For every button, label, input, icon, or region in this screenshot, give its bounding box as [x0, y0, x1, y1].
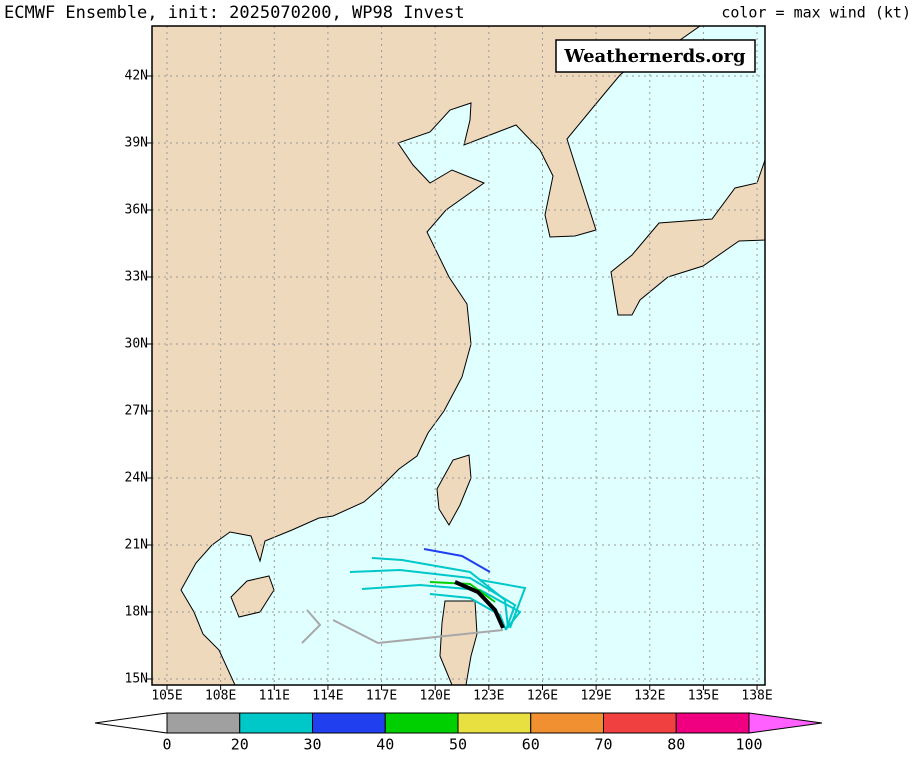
japan — [610, 159, 766, 316]
lat-label: 30N — [125, 337, 148, 352]
map-frame — [151, 25, 766, 686]
colorbar-label: 30 — [303, 736, 321, 754]
colorbar-left-arrow — [94, 712, 168, 734]
lon-label: 123E — [473, 689, 504, 704]
lon-label: 120E — [420, 689, 451, 704]
lat-label: 15N — [125, 672, 148, 687]
track — [423, 548, 491, 573]
watermark: Weathernerds.org — [563, 46, 746, 67]
lon-label: 108E — [205, 689, 236, 704]
track — [429, 581, 496, 603]
colorbar-label: 0 — [162, 736, 171, 754]
colorbar-segment — [457, 712, 532, 734]
colorbar-segment — [530, 712, 604, 734]
lat-label: 36N — [125, 203, 148, 218]
colorbar-segment — [675, 712, 750, 734]
mainland — [151, 25, 702, 686]
lon-label: 126E — [527, 689, 558, 704]
colorbar-label: 100 — [735, 736, 762, 754]
colorbar-label: 60 — [522, 736, 540, 754]
colorbar-segment — [312, 712, 386, 734]
colorbar-label: 70 — [594, 736, 612, 754]
lon-label: 129E — [580, 689, 611, 704]
colorbar-segment — [603, 712, 677, 734]
lat-label: 33N — [125, 270, 148, 285]
lat-label: 42N — [125, 69, 148, 84]
lat-label: 27N — [125, 404, 148, 419]
colorbar-segment — [166, 712, 241, 734]
colorbar: 0 20 30 40 50 60 70 80 100 — [94, 712, 823, 754]
track — [479, 579, 527, 629]
title: ECMWF Ensemble, init: 2025070200, WP98 I… — [4, 3, 465, 23]
lon-label: 138E — [741, 689, 772, 704]
watermark-box — [555, 39, 756, 73]
lat-label: 39N — [125, 136, 148, 151]
colorbar-right-arrow — [748, 712, 823, 734]
track — [332, 619, 504, 645]
lon-label: 135E — [688, 689, 719, 704]
mean-track — [454, 580, 505, 629]
track — [301, 609, 322, 644]
lat-label: 21N — [125, 538, 148, 553]
colorbar-label: 40 — [376, 736, 394, 754]
colorbar-segment — [239, 712, 313, 734]
colorbar-segment — [384, 712, 459, 734]
lon-label: 114E — [312, 689, 343, 704]
lon-label: 132E — [634, 689, 665, 704]
lon-label: 111E — [259, 689, 290, 704]
tracks — [301, 548, 527, 645]
map: Weathernerds.org — [151, 25, 766, 686]
lon-label: 105E — [151, 689, 182, 704]
colorbar-label: 50 — [449, 736, 467, 754]
grid — [152, 26, 765, 685]
legend-title: color = max wind (kt) — [721, 4, 911, 22]
lon-label: 117E — [366, 689, 397, 704]
track — [371, 557, 509, 629]
track — [429, 593, 507, 631]
taiwan — [436, 454, 472, 526]
land — [151, 25, 766, 686]
colorbar-label: 20 — [231, 736, 249, 754]
colorbar-label: 80 — [667, 736, 685, 754]
track — [349, 568, 517, 631]
lat-label: 18N — [125, 605, 148, 620]
lat-label: 24N — [125, 471, 148, 486]
